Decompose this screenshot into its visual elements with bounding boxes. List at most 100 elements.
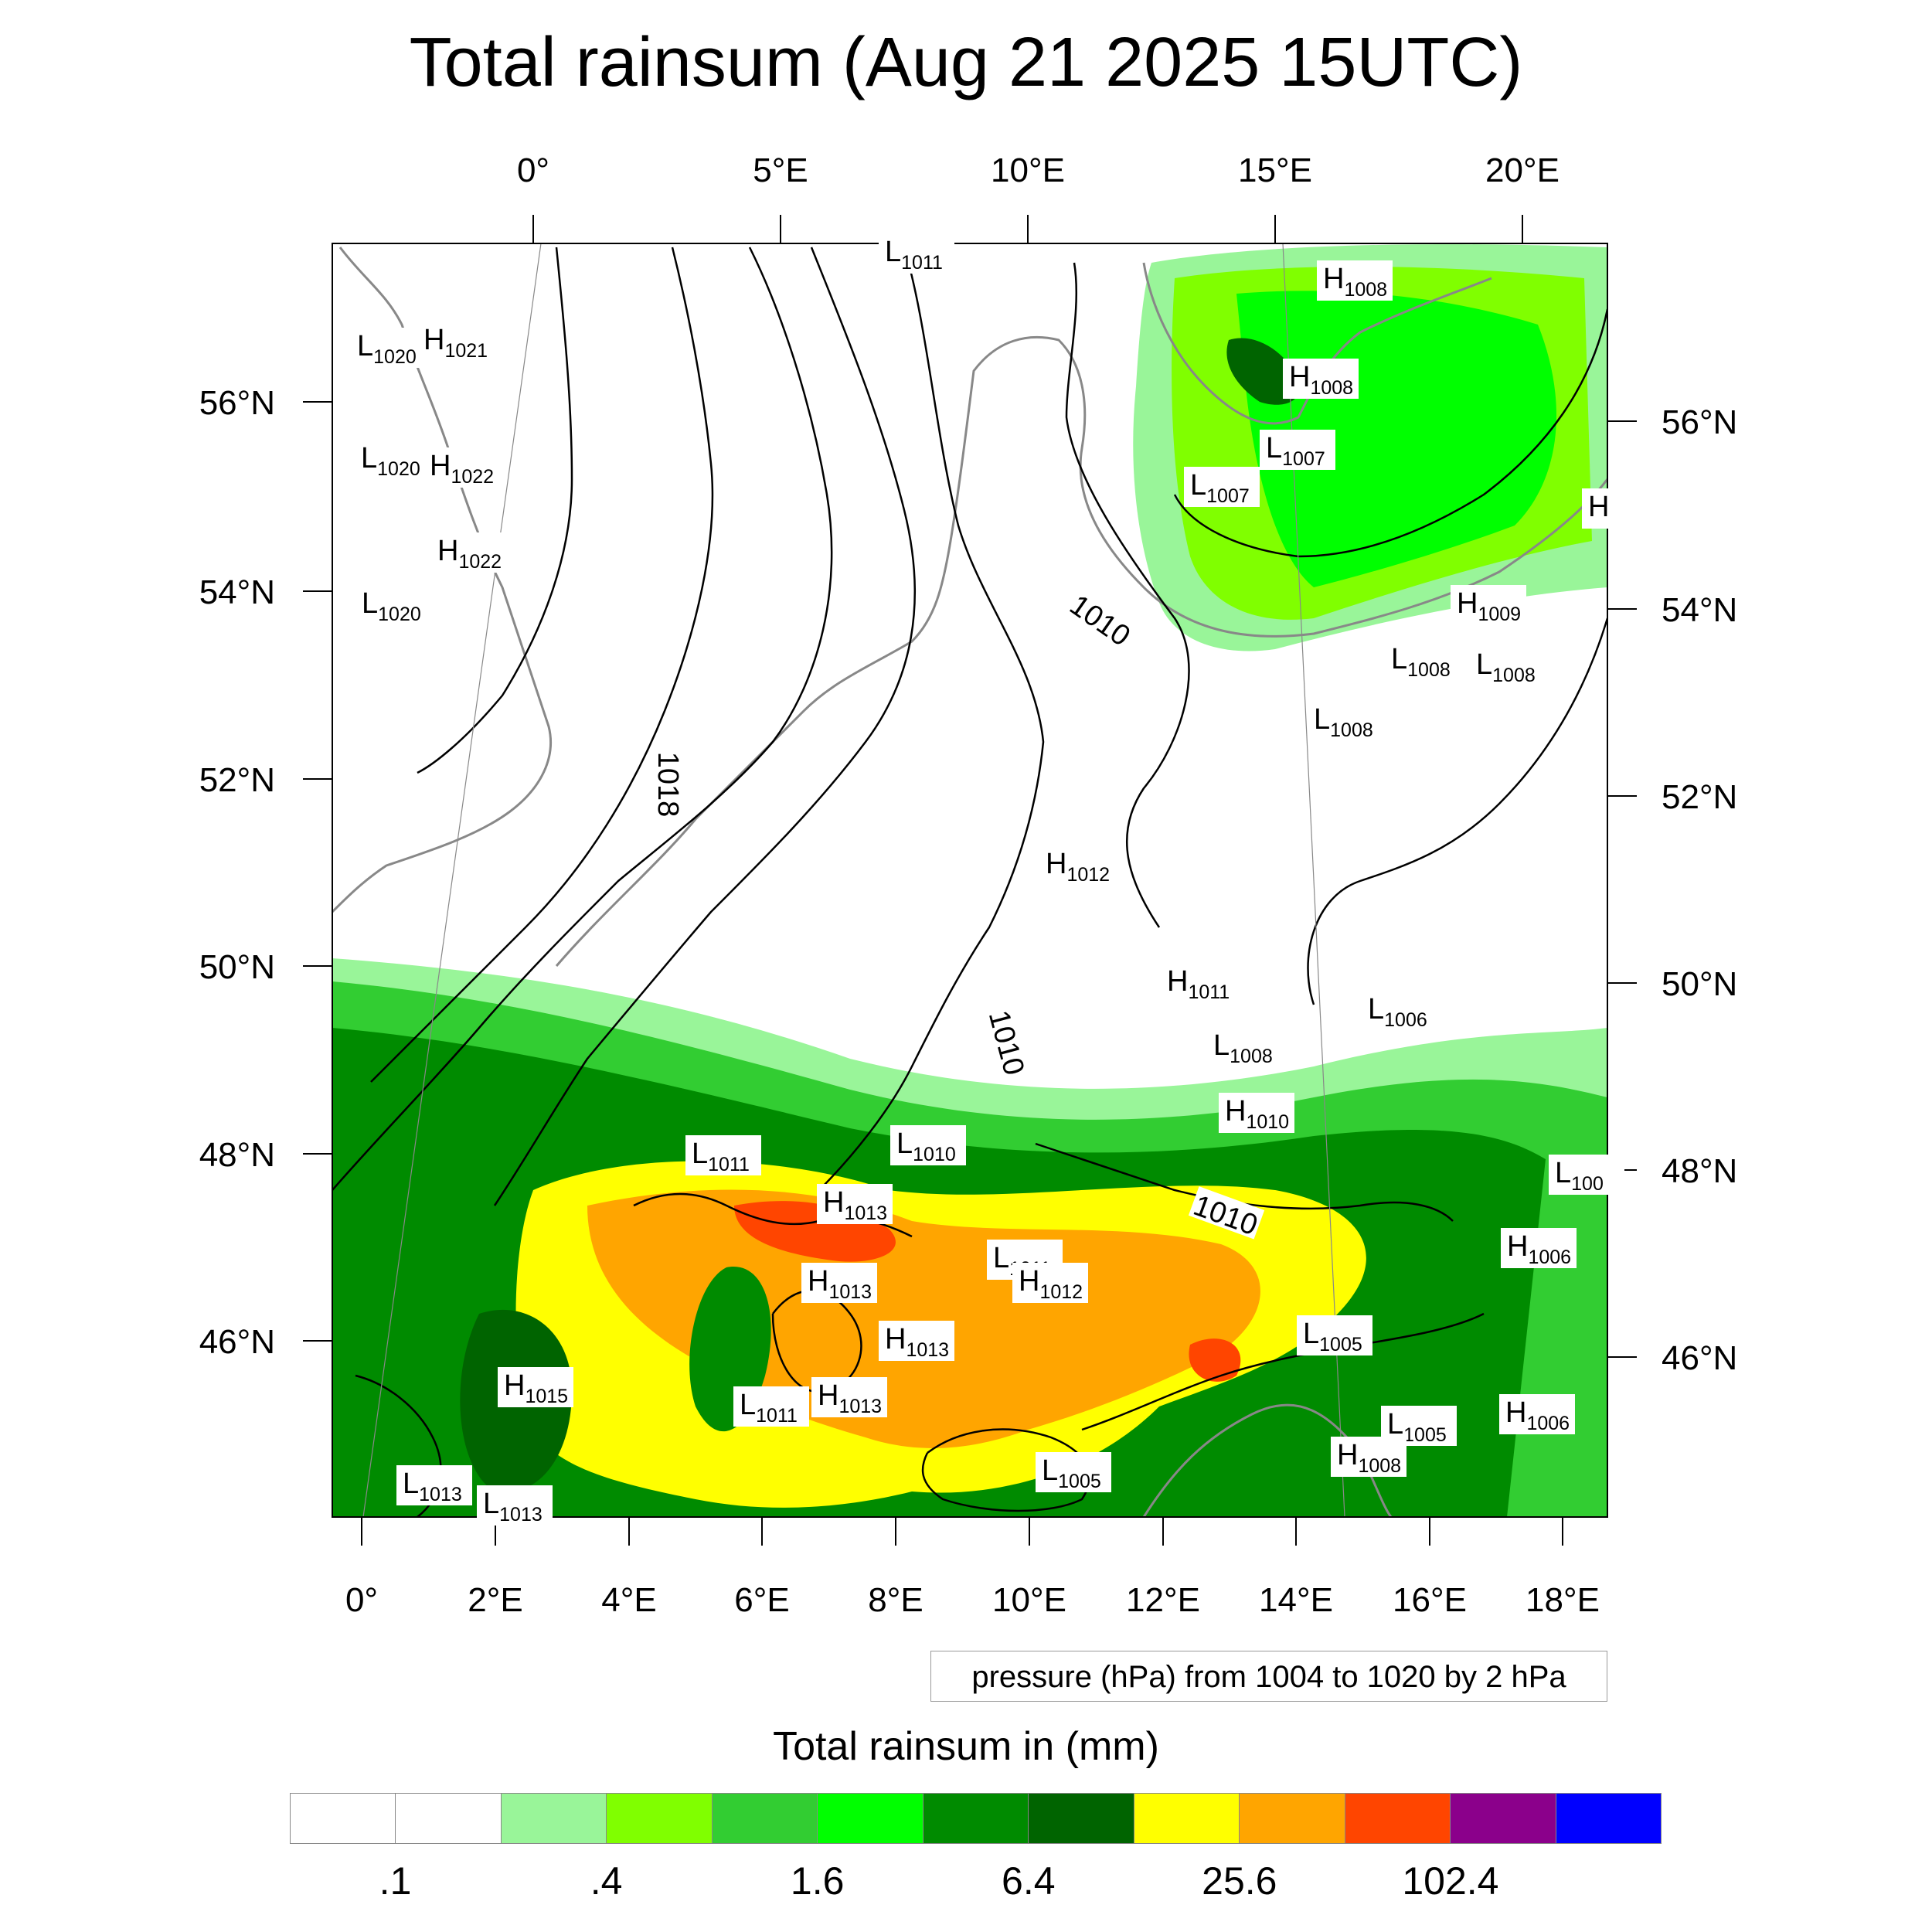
low-pressure-label: L1007 <box>1184 467 1260 507</box>
axis-labels: 0° 5°E 10°E 15°E 20°E 56°N 54°N 52°N 50°N 48°N 46°… <box>199 151 1738 1619</box>
bottom-lon-label: 4°E <box>601 1581 656 1619</box>
colorbar-swatch <box>1029 1794 1134 1843</box>
isobar-7 <box>1173 308 1607 558</box>
high-pressure-label: H1008 <box>1331 1437 1406 1477</box>
bottom-lon-label: 8°E <box>868 1581 923 1619</box>
svg-text:L1008: L1008 <box>1476 648 1536 686</box>
bottom-lon-label: 18°E <box>1526 1581 1600 1619</box>
isobar-2 <box>370 247 714 1083</box>
isobar-3 <box>332 247 833 1191</box>
low-pressure-label: L1020 <box>355 440 430 480</box>
svg-text:L100: L100 <box>1555 1157 1604 1195</box>
svg-text:1018: 1018 <box>651 752 684 818</box>
low-pressure-label: L1011 <box>879 233 954 274</box>
isobar-5 <box>818 247 1045 1191</box>
svg-text:H1021: H1021 <box>423 324 488 362</box>
rain-area-red-2 <box>1189 1338 1241 1382</box>
isobar-8 <box>1307 617 1607 1005</box>
svg-text:L1013: L1013 <box>483 1488 543 1526</box>
left-lat-label: 50°N <box>199 948 275 986</box>
right-lat-label: 54°N <box>1662 591 1737 629</box>
colorbar-swatch <box>291 1794 396 1843</box>
low-pressure-label: L1005 <box>1036 1452 1111 1492</box>
high-pressure-label: H1013 <box>801 1263 877 1303</box>
right-lat-label: 52°N <box>1662 778 1737 816</box>
rain-area-ne-dark <box>1226 338 1300 405</box>
top-lon-label: 5°E <box>753 151 808 189</box>
svg-text:H1010: H1010 <box>1225 1095 1289 1133</box>
svg-text:L1020: L1020 <box>361 442 420 480</box>
high-pressure-label: H1010 <box>1219 1093 1294 1133</box>
svg-text:H1013: H1013 <box>823 1186 887 1224</box>
right-lat-label: 48°N <box>1662 1152 1737 1190</box>
colorbar-tick-label: 6.4 <box>1002 1859 1056 1903</box>
svg-text:H1008: H1008 <box>1323 263 1387 301</box>
low-pressure-label: L100 <box>1549 1155 1624 1195</box>
svg-text:L1005: L1005 <box>1387 1408 1447 1446</box>
left-lat-label: 54°N <box>199 573 275 611</box>
top-lon-label: 20°E <box>1485 151 1560 189</box>
svg-text:H1008: H1008 <box>1289 361 1353 399</box>
right-lat-label: 50°N <box>1662 965 1737 1003</box>
low-pressure-label: L1011 <box>733 1386 809 1427</box>
top-lon-label: 0° <box>517 151 549 189</box>
low-pressure-label: L1020 <box>355 585 431 625</box>
svg-text:H: H <box>1588 491 1609 523</box>
isobar-4 <box>493 247 917 1206</box>
colorbar <box>290 1793 1662 1844</box>
top-lon-label: 15°E <box>1238 151 1312 189</box>
left-lat-label: 46°N <box>199 1323 275 1361</box>
low-pressure-label: L1010 <box>890 1125 966 1165</box>
bottom-lon-label: 14°E <box>1259 1581 1333 1619</box>
map-title: Total rainsum (Aug 21 2025 15UTC) <box>409 24 1523 101</box>
colorbar-swatch <box>818 1794 923 1843</box>
coastline-scandinavia <box>1142 262 1492 425</box>
svg-text:1010: 1010 <box>982 1007 1030 1079</box>
svg-text:L1006: L1006 <box>1368 993 1427 1031</box>
low-pressure-label: L1011 <box>685 1135 761 1175</box>
low-pressure-label: L1005 <box>1297 1315 1372 1355</box>
colorbar-tick-label: 102.4 <box>1402 1859 1499 1903</box>
pressure-contour-note: pressure (hPa) from 1004 to 1020 by 2 hP… <box>930 1651 1607 1702</box>
map-frame <box>332 243 1608 1518</box>
svg-text:H1015: H1015 <box>504 1369 568 1407</box>
svg-text:H1012: H1012 <box>1046 848 1110 886</box>
svg-text:L1007: L1007 <box>1190 469 1250 507</box>
svg-text:L1008: L1008 <box>1314 703 1373 741</box>
low-pressure-label: L1020 <box>351 328 427 368</box>
low-pressure-label: L1008 <box>1385 641 1461 681</box>
colorbar-swatch <box>923 1794 1029 1843</box>
high-pressure-label: H1008 <box>1317 260 1393 301</box>
colorbar-tick-label: 1.6 <box>790 1859 845 1903</box>
low-pressure-label: L1006 <box>1362 991 1437 1031</box>
svg-text:H1022: H1022 <box>430 450 494 488</box>
svg-text:H1009: H1009 <box>1457 587 1521 625</box>
high-pressure-label: H1012 <box>1012 1263 1088 1303</box>
svg-text:H1006: H1006 <box>1507 1230 1571 1268</box>
svg-text:L1008: L1008 <box>1391 643 1451 681</box>
high-pressure-label: H1022 <box>431 532 507 573</box>
colorbar-swatch <box>1556 1794 1662 1843</box>
svg-text:H1012: H1012 <box>1019 1265 1083 1303</box>
high-pressure-label: H1006 <box>1499 1394 1575 1434</box>
svg-text:H1013: H1013 <box>808 1265 872 1303</box>
high-pressure-label: H1013 <box>879 1321 954 1361</box>
isobar-value-label: 1018 <box>651 750 686 819</box>
high-pressure-label: H1022 <box>423 447 499 488</box>
high-pressure-label: H1021 <box>417 321 493 362</box>
bottom-lon-label: 10°E <box>992 1581 1066 1619</box>
left-lat-label: 52°N <box>199 761 275 799</box>
colorbar-swatch <box>1451 1794 1556 1843</box>
svg-text:H1022: H1022 <box>437 535 502 573</box>
colorbar-swatch <box>607 1794 713 1843</box>
isobar-13 <box>921 1428 1090 1512</box>
high-pressure-label: H1013 <box>817 1184 893 1224</box>
right-lat-label: 46°N <box>1662 1339 1737 1377</box>
low-pressure-label: L1013 <box>477 1485 553 1526</box>
high-pressure-label: H1012 <box>1039 845 1115 886</box>
colorbar-tick-label: .4 <box>590 1859 623 1903</box>
svg-text:L1020: L1020 <box>362 587 421 625</box>
low-pressure-label: L1008 <box>1308 701 1383 741</box>
